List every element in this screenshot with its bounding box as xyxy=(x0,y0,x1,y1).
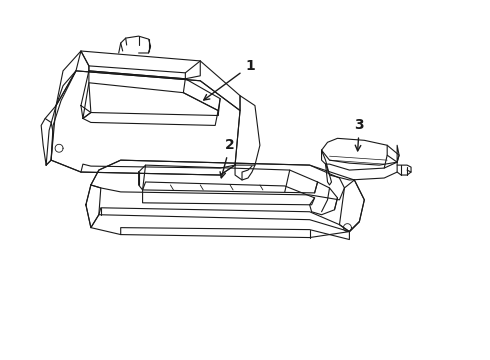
Text: 1: 1 xyxy=(204,59,255,100)
Text: 2: 2 xyxy=(220,138,235,178)
Text: 3: 3 xyxy=(355,118,364,151)
